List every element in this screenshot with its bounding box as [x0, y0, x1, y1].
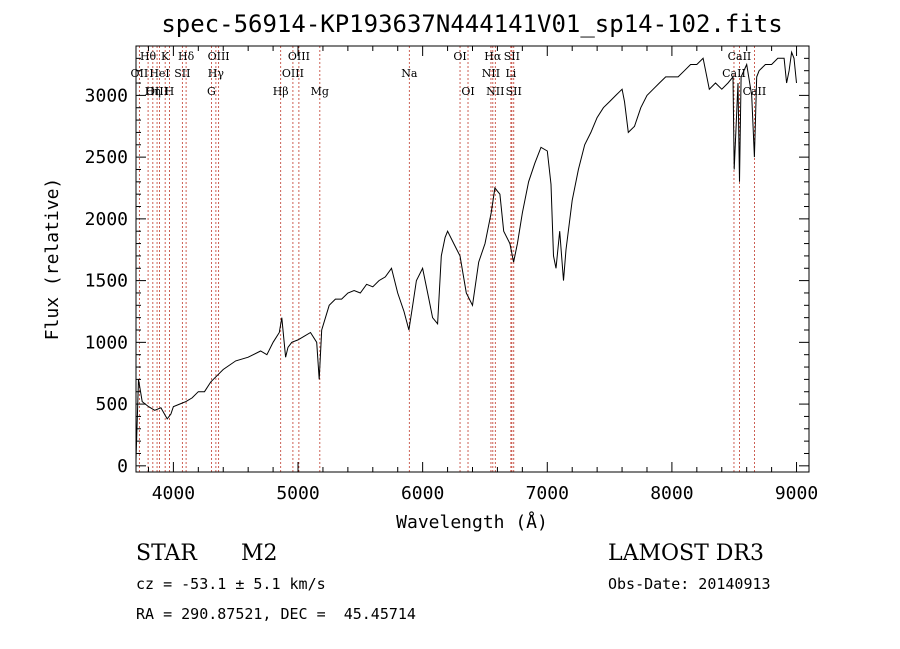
- spectral-line-label: OIII: [282, 67, 304, 80]
- spectral-line-label: NII: [482, 67, 500, 80]
- spectral-line-label: Na: [401, 67, 418, 80]
- coordinates: RA = 290.87521, DEC = 45.45714: [136, 605, 416, 623]
- spectral-line-label: Mg: [311, 85, 329, 98]
- chart-title: spec-56914-KP193637N444141V01_sp14-102.f…: [161, 10, 782, 38]
- spectral-line-label: Hβ: [273, 85, 289, 98]
- obs-date: Obs-Date: 20140913: [608, 575, 771, 593]
- spectral-line-label: SII: [504, 50, 520, 63]
- x-tick-label: 9000: [775, 483, 818, 504]
- spectral-line-label: NII: [486, 85, 504, 98]
- x-tick-label: 4000: [152, 483, 195, 504]
- plot-frame: [135, 45, 810, 473]
- spectral-line-label: CaII: [743, 85, 767, 98]
- x-tick-label: 8000: [650, 483, 693, 504]
- spectral-line-label: Hγ: [208, 67, 225, 80]
- spectrum-line: [135, 50, 797, 460]
- redshift-cz: cz = -53.1 ± 5.1 km/s: [136, 575, 326, 593]
- spectral-line-label: OIII: [146, 85, 168, 98]
- spectral-line-label: Li: [505, 67, 516, 80]
- spectral-line-label: H: [165, 85, 175, 98]
- spectral-line-label: SII: [506, 85, 522, 98]
- spectral-line-label: OI: [453, 50, 466, 63]
- y-tick-label: 1500: [85, 271, 128, 292]
- y-tick-label: 0: [117, 456, 128, 477]
- x-tick-label: 6000: [401, 483, 444, 504]
- survey-name: LAMOST DR3: [608, 541, 764, 566]
- spectral-line-label: OIII: [288, 50, 310, 63]
- object-subclass: M2: [241, 541, 278, 566]
- spectral-line-label: Hδ: [178, 50, 195, 63]
- spectral-line-label: HeI: [149, 67, 169, 80]
- x-tick-label: 5000: [276, 483, 319, 504]
- spectral-line-label: OII: [131, 67, 149, 80]
- x-tick-label: 7000: [526, 483, 569, 504]
- spectral-line-label: Hη: [145, 85, 161, 98]
- spectral-line-label: OI: [461, 85, 474, 98]
- spectral-line-label: CaII: [722, 67, 746, 80]
- spectral-line-label: OIII: [208, 50, 230, 63]
- y-axis-label: Flux (relative): [42, 178, 63, 341]
- spectral-line-label: Hθ: [140, 50, 157, 63]
- spectral-line-label: CaII: [728, 50, 752, 63]
- spectral-line-label: K: [161, 50, 170, 63]
- y-tick-label: 2000: [85, 209, 128, 230]
- spectral-line-label: G: [207, 85, 216, 98]
- spectral-line-label: Hα: [484, 50, 502, 63]
- y-tick-label: 1000: [85, 332, 128, 353]
- spectral-line-label: SII: [174, 67, 190, 80]
- x-axis-label: Wavelength (Å): [396, 511, 548, 533]
- y-tick-label: 500: [95, 394, 128, 415]
- y-tick-label: 2500: [85, 147, 128, 168]
- y-tick-label: 3000: [85, 85, 128, 106]
- object-class: STAR: [136, 541, 197, 566]
